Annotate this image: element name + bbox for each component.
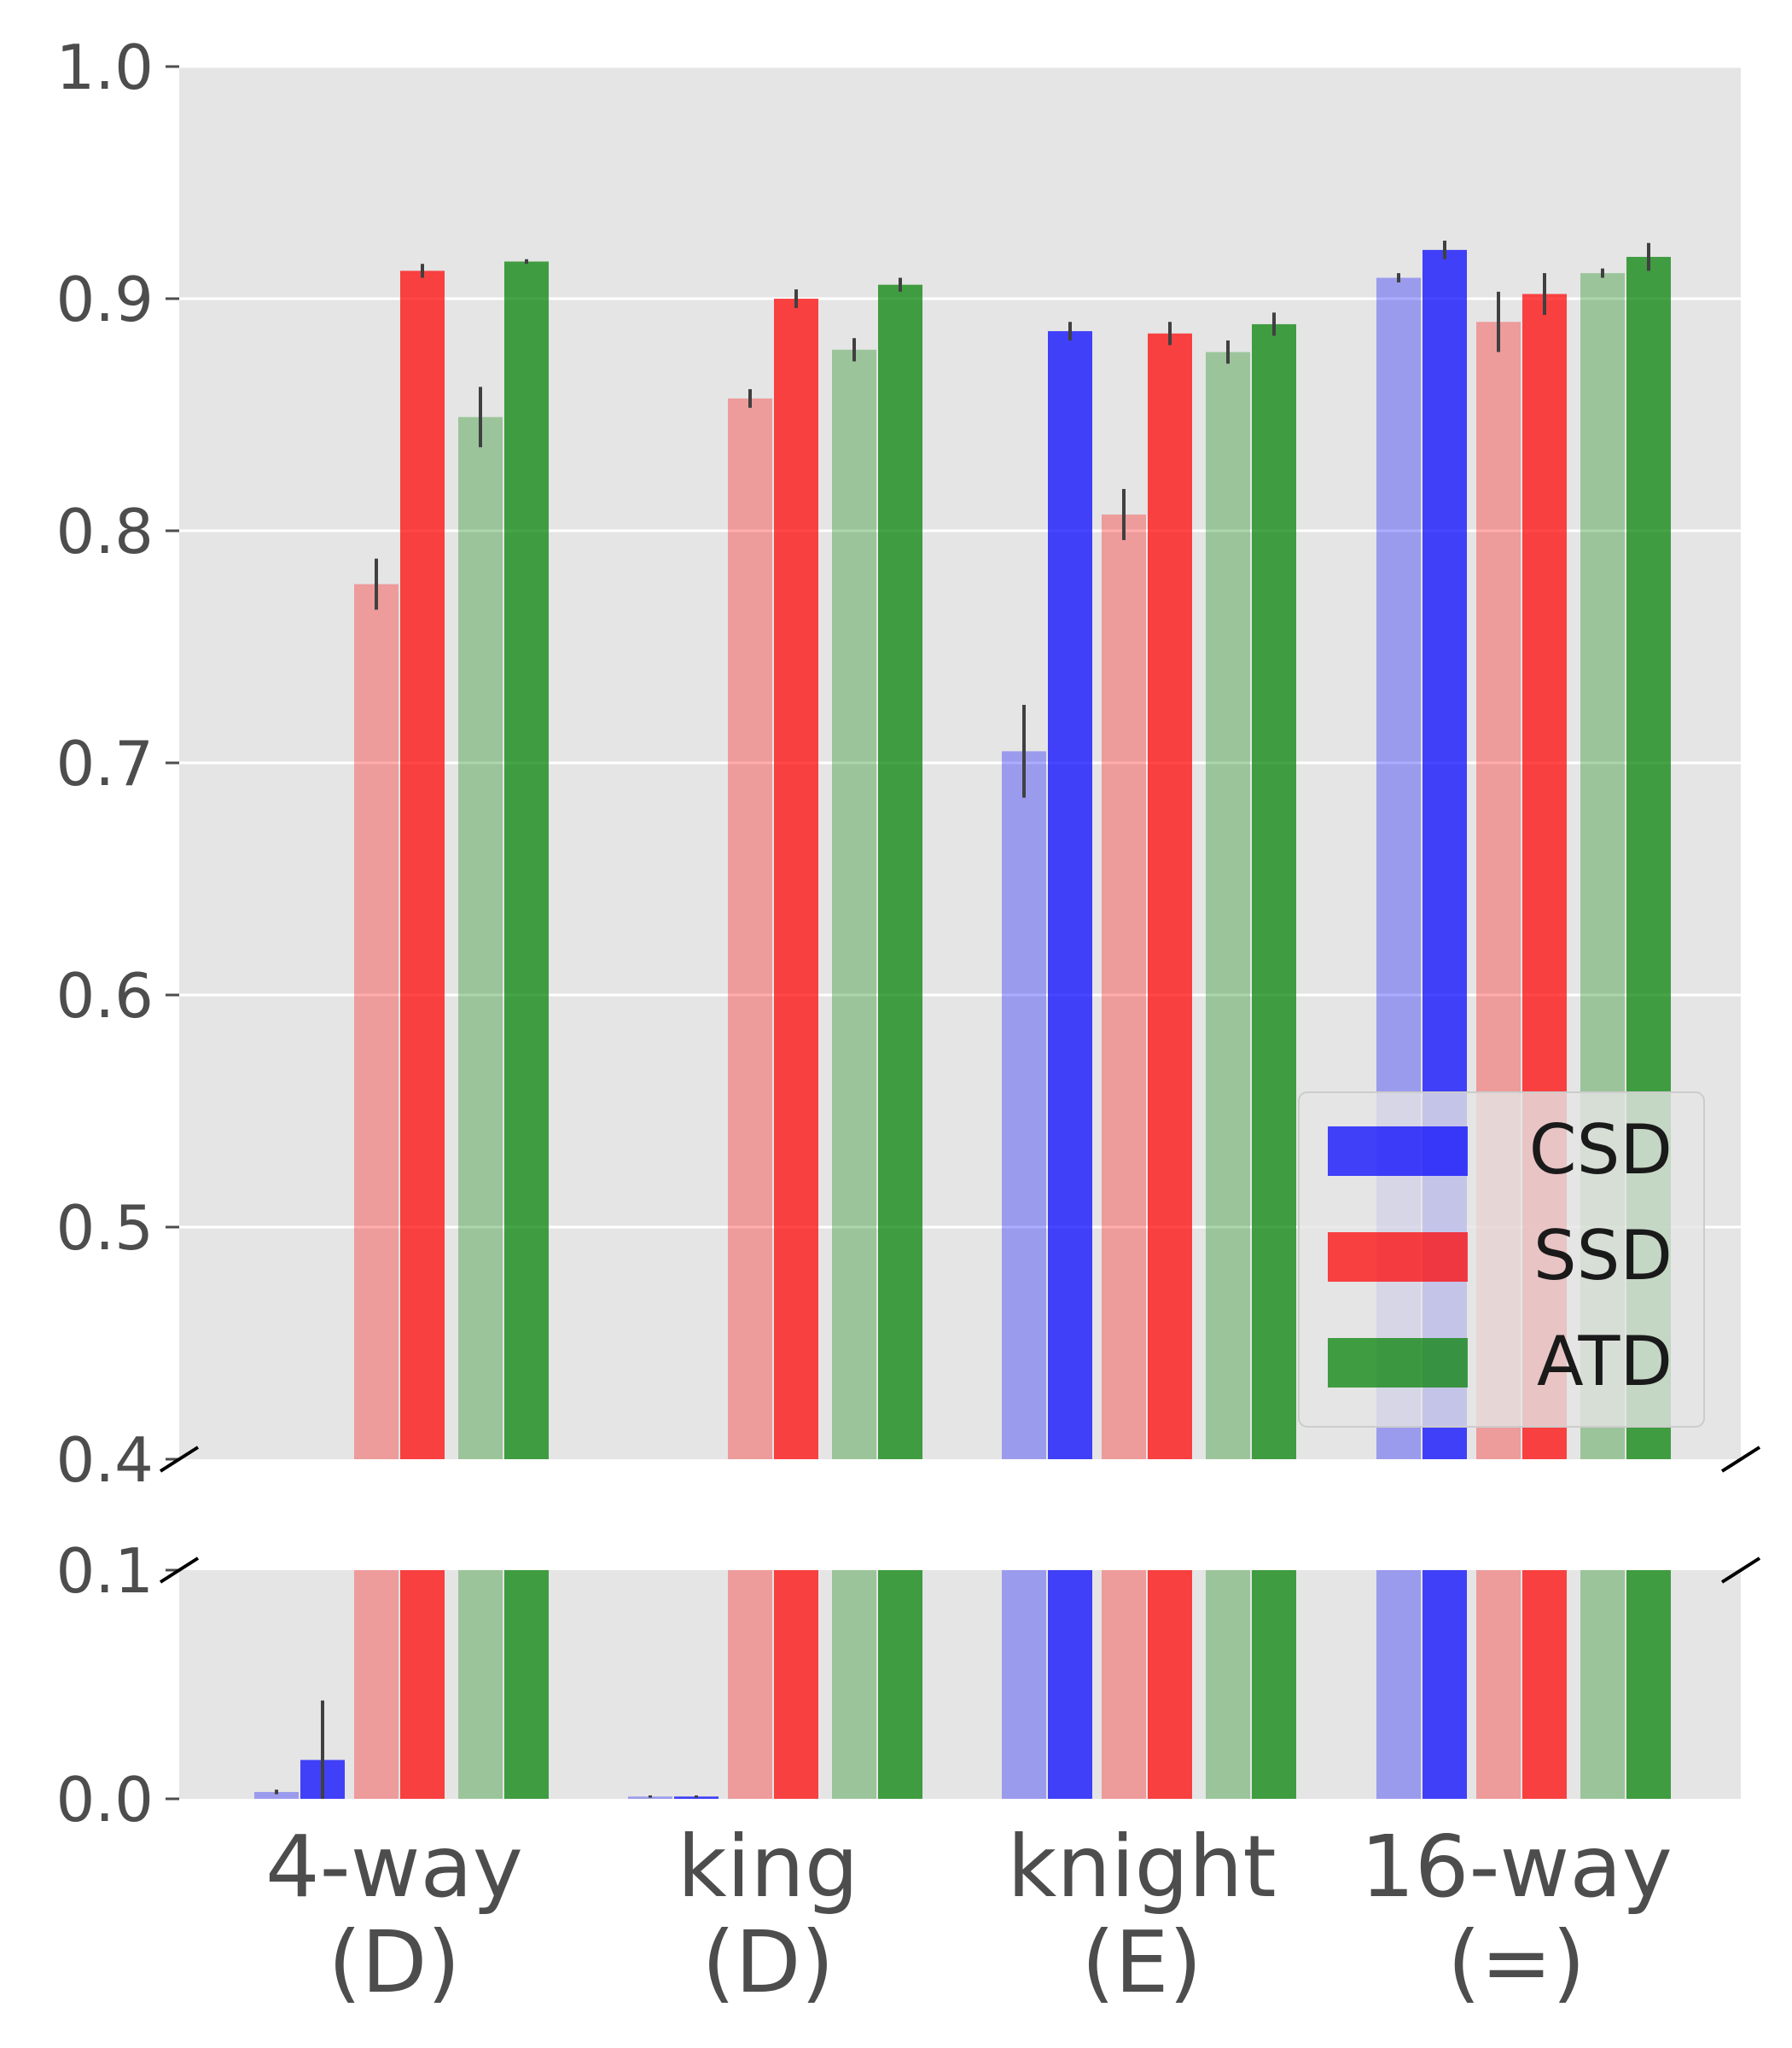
bar-16-way-csd-light-lower (1376, 1570, 1421, 1799)
y-tick-label-upper-2: 0.6 (55, 960, 154, 1032)
bar-knight-atd-light-lower (1206, 1570, 1250, 1799)
bar-king-ssd-upper (774, 299, 818, 1459)
bar-king-atd-upper (878, 284, 922, 1460)
bar-knight-csd-upper (1048, 331, 1092, 1460)
bar-knight-ssd-light-upper (1102, 514, 1146, 1460)
bar-16-way-atd-lower (1626, 1570, 1671, 1799)
axis-break-mark-0 (159, 1446, 200, 1473)
bar-king-csd-light-lower (628, 1796, 672, 1799)
x-tick-label-2-line2: (E) (1081, 1912, 1201, 2012)
bar-4-way-atd-lower (504, 1570, 549, 1799)
bar-king-atd-light-lower (832, 1570, 876, 1799)
x-tick-label-3-line2: (=) (1447, 1912, 1585, 2012)
bar-king-ssd-lower (774, 1570, 818, 1799)
bar-4-way-ssd-light-lower (354, 1570, 399, 1799)
y-tick-label-upper-4: 0.8 (55, 496, 154, 567)
x-tick-label-1-line1: king (678, 1817, 859, 1917)
legend-swatch-atd (1328, 1338, 1468, 1388)
x-tick-label-1-line2: (D) (701, 1912, 834, 2012)
y-tick-label-upper-6: 1.0 (55, 32, 154, 103)
y-tick-label-upper-3: 0.7 (55, 728, 154, 800)
x-tick-label-0-line2: (D) (328, 1912, 460, 2012)
bar-king-ssd-light-upper (728, 398, 772, 1460)
bar-16-way-ssd-lower (1522, 1570, 1567, 1799)
bar-16-way-atd-light-lower (1580, 1570, 1625, 1799)
bar-knight-csd-light-upper (1002, 751, 1046, 1459)
legend-label-csd: CSD (1529, 1110, 1673, 1190)
x-tick-label-2-line1: knight (1007, 1817, 1276, 1917)
bar-4-way-ssd-light-upper (354, 584, 399, 1459)
x-tick-label-3-line1: 16-way (1360, 1817, 1673, 1917)
bar-4-way-atd-upper (504, 261, 549, 1460)
x-tick-label-0-line1: 4-way (265, 1817, 523, 1917)
y-tick-label-lower-1: 0.1 (55, 1535, 154, 1607)
bar-4-way-atd-light-lower (458, 1570, 503, 1799)
bar-4-way-atd-light-upper (458, 416, 503, 1460)
y-tick-label-upper-5: 0.9 (55, 264, 154, 335)
legend: CSD SSD ATD (1298, 1091, 1705, 1428)
bar-4-way-ssd-upper (400, 271, 445, 1459)
axis-break-mark-3 (1720, 1556, 1761, 1584)
axes: 0.40.50.60.70.80.91.00.00.14-way(D)king(… (55, 32, 1761, 2012)
y-tick-label-upper-1: 0.5 (55, 1192, 154, 1264)
bar-4-way-csd-light-lower (254, 1791, 299, 1799)
bar-knight-ssd-light-lower (1102, 1570, 1146, 1799)
bar-knight-ssd-lower (1148, 1570, 1192, 1799)
legend-swatch-csd (1328, 1126, 1468, 1176)
bar-knight-atd-light-upper (1206, 352, 1250, 1459)
bar-knight-ssd-upper (1148, 333, 1192, 1459)
y-tick-label-lower-0: 0.0 (55, 1764, 154, 1836)
legend-label-ssd: SSD (1533, 1216, 1673, 1295)
axis-break-mark-2 (159, 1556, 200, 1584)
bar-king-atd-lower (878, 1570, 922, 1799)
bar-4-way-ssd-lower (400, 1570, 445, 1799)
bar-16-way-csd-lower (1423, 1570, 1467, 1799)
bar-knight-csd-light-lower (1002, 1570, 1046, 1799)
bar-knight-atd-lower (1252, 1570, 1296, 1799)
legend-swatch-ssd (1328, 1232, 1468, 1282)
bar-king-atd-light-upper (832, 349, 876, 1460)
bar-king-ssd-light-lower (728, 1570, 772, 1799)
bar-knight-atd-upper (1252, 323, 1296, 1459)
bar-16-way-ssd-light-lower (1476, 1570, 1521, 1799)
axis-break-mark-1 (1720, 1446, 1761, 1473)
legend-label-atd: ATD (1537, 1322, 1673, 1401)
y-tick-label-upper-0: 0.4 (55, 1424, 154, 1496)
bar-knight-csd-lower (1048, 1570, 1092, 1799)
bar-king-csd-lower (674, 1796, 719, 1799)
